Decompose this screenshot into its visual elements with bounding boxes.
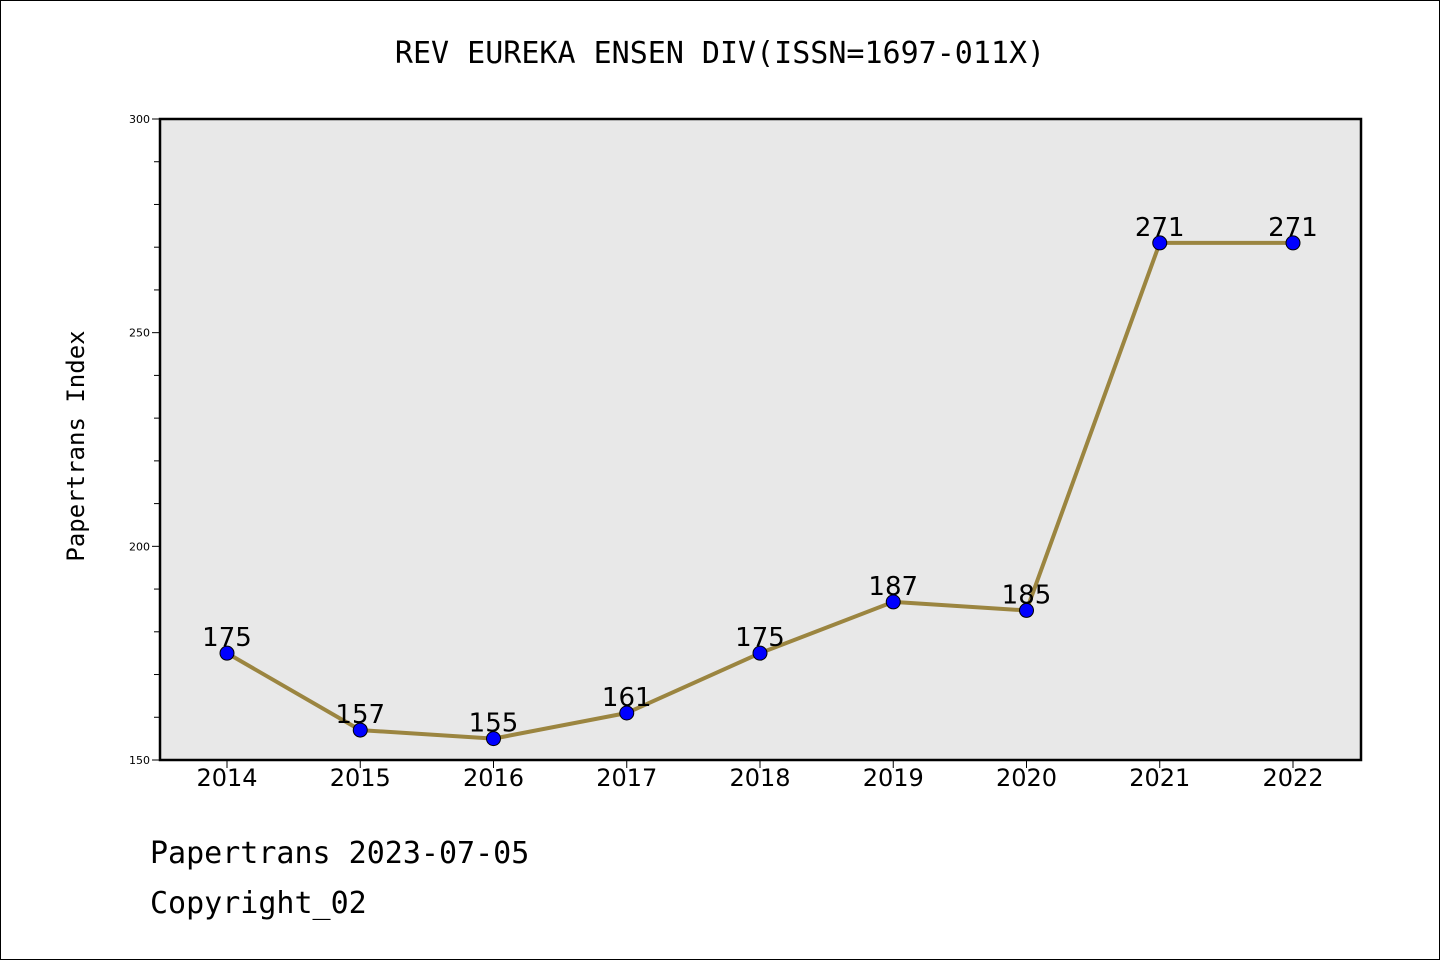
plot-border bbox=[158, 117, 1363, 762]
data-label: 175 bbox=[202, 623, 252, 653]
data-label: 187 bbox=[868, 572, 918, 602]
x-tick-label: 2021 bbox=[1129, 764, 1190, 792]
data-label: 161 bbox=[602, 683, 652, 713]
x-tick-label: 2014 bbox=[196, 764, 257, 792]
y-tick-label: 300 bbox=[129, 113, 150, 126]
y-tick-label: 150 bbox=[129, 754, 150, 767]
x-tick-label: 2015 bbox=[330, 764, 391, 792]
x-tick-label: 2022 bbox=[1262, 764, 1323, 792]
data-point bbox=[1285, 235, 1301, 251]
data-label: 271 bbox=[1268, 213, 1318, 243]
data-point bbox=[219, 645, 235, 661]
y-tick-label: 250 bbox=[129, 327, 150, 340]
x-tick-label: 2018 bbox=[729, 764, 790, 792]
data-label: 175 bbox=[735, 623, 785, 653]
data-label: 155 bbox=[469, 709, 519, 739]
y-tick-label: 200 bbox=[129, 540, 150, 553]
x-tick-label: 2017 bbox=[596, 764, 657, 792]
data-label: 185 bbox=[1002, 580, 1052, 610]
data-point bbox=[486, 731, 501, 747]
x-tick-label: 2019 bbox=[863, 764, 924, 792]
data-point bbox=[1019, 602, 1034, 618]
data-point bbox=[352, 722, 368, 738]
data-label: 271 bbox=[1135, 213, 1185, 243]
data-point bbox=[619, 705, 635, 721]
footer-date: Papertrans 2023-07-05 bbox=[150, 836, 530, 871]
chart-title: REV EUREKA ENSEN DIV(ISSN=1697-011X) bbox=[394, 36, 1046, 71]
x-tick-label: 2016 bbox=[463, 764, 524, 792]
data-point bbox=[752, 645, 768, 661]
x-tick-label: 2020 bbox=[996, 764, 1057, 792]
footer-copyright: Copyright_02 bbox=[150, 886, 367, 921]
data-point bbox=[885, 594, 901, 610]
data-point bbox=[1152, 235, 1168, 251]
data-label: 157 bbox=[335, 700, 385, 730]
